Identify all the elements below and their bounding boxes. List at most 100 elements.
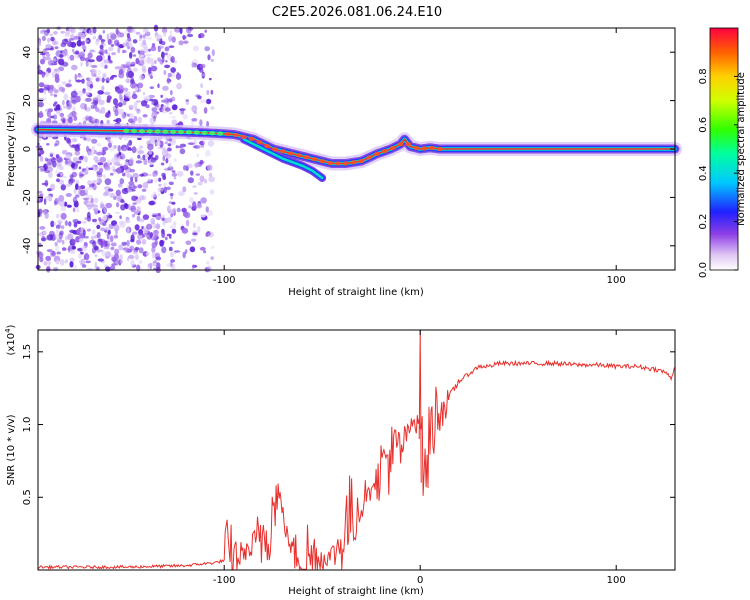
noise-blob xyxy=(114,86,120,91)
noise-blob xyxy=(93,197,99,204)
noise-blob xyxy=(173,176,177,180)
noise-blob xyxy=(188,205,192,209)
noise-blob xyxy=(168,246,173,252)
noise-blob xyxy=(164,46,170,52)
ridge-hotspot xyxy=(374,151,381,156)
noise-blob xyxy=(135,196,139,200)
noise-blob xyxy=(64,236,69,241)
noise-blob xyxy=(75,95,81,103)
noise-blob xyxy=(47,59,55,66)
noise-blob xyxy=(154,252,161,259)
noise-blob xyxy=(86,92,90,95)
noise-blob xyxy=(59,166,64,171)
ridge-hotspot xyxy=(170,129,177,134)
ridge-hotspot xyxy=(350,160,357,165)
noise-blob xyxy=(97,162,104,166)
snr-ylabel: SNR (10 * v/v) xyxy=(6,414,17,485)
noise-blob xyxy=(48,171,53,179)
noise-blob xyxy=(55,224,61,229)
noise-blob xyxy=(51,250,56,256)
noise-blob xyxy=(37,39,42,47)
noise-blob xyxy=(101,250,106,257)
noise-blob xyxy=(84,39,90,43)
noise-blob xyxy=(170,251,174,258)
noise-blob xyxy=(97,69,102,76)
noise-blob xyxy=(77,185,82,191)
noise-blob xyxy=(120,259,123,264)
noise-blob xyxy=(199,68,204,73)
noise-blob xyxy=(187,142,195,145)
noise-blob xyxy=(102,146,109,151)
noise-blob xyxy=(78,156,84,161)
noise-blob xyxy=(124,219,131,224)
noise-blob xyxy=(168,35,173,42)
noise-blob xyxy=(115,117,122,123)
noise-blob xyxy=(113,224,120,232)
noise-blob xyxy=(104,210,107,216)
noise-blob xyxy=(162,155,166,162)
noise-blob xyxy=(93,118,98,124)
noise-blob xyxy=(203,107,208,114)
ridge-hotspot xyxy=(240,134,247,140)
noise-blob xyxy=(56,227,59,234)
noise-blob xyxy=(111,257,117,262)
noise-blob xyxy=(39,166,45,172)
noise-blob xyxy=(102,150,107,155)
noise-blob xyxy=(45,56,51,61)
noise-blob xyxy=(151,246,156,254)
noise-blob xyxy=(81,40,85,47)
noise-blob xyxy=(67,233,74,241)
noise-blob xyxy=(113,234,119,239)
noise-blob xyxy=(130,234,135,242)
noise-blob xyxy=(53,200,57,206)
noise-blob xyxy=(46,234,54,241)
noise-blob xyxy=(40,237,47,242)
noise-blob xyxy=(92,26,97,34)
noise-blob xyxy=(106,95,112,101)
noise-blob xyxy=(76,40,83,47)
colorbar-label: Normalized spectral amplitude xyxy=(736,72,747,226)
noise-blob xyxy=(68,221,72,227)
noise-blob xyxy=(44,212,49,219)
ridge-hotspot xyxy=(413,145,420,151)
noise-blob xyxy=(122,87,129,92)
noise-blob xyxy=(88,151,95,156)
noise-blob xyxy=(146,181,153,184)
noise-blob xyxy=(113,39,120,46)
noise-blob xyxy=(104,226,109,233)
noise-blob xyxy=(44,48,51,51)
noise-blob xyxy=(143,95,151,102)
noise-blob xyxy=(139,194,145,201)
noise-blob xyxy=(169,224,177,229)
noise-blob xyxy=(52,41,59,46)
noise-blob xyxy=(159,140,164,148)
noise-blob xyxy=(169,90,173,96)
noise-blob xyxy=(134,211,139,215)
noise-blob xyxy=(169,235,172,239)
noise-blob xyxy=(122,172,126,177)
noise-blob xyxy=(110,242,117,247)
noise-blob xyxy=(197,181,203,186)
noise-blob xyxy=(78,166,82,170)
noise-blob xyxy=(46,267,50,272)
noise-blob xyxy=(147,230,151,236)
noise-blob xyxy=(59,54,64,58)
noise-blob xyxy=(193,45,200,52)
noise-blob xyxy=(81,168,85,173)
noise-blob xyxy=(126,32,131,39)
noise-blob xyxy=(38,98,44,102)
noise-blob xyxy=(130,176,134,183)
noise-blob xyxy=(55,140,60,146)
noise-blob xyxy=(55,104,61,111)
noise-blob xyxy=(142,34,146,39)
noise-blob xyxy=(138,229,144,236)
noise-blob xyxy=(197,95,202,100)
noise-blob xyxy=(174,250,181,253)
noise-blob xyxy=(185,219,190,227)
noise-blob xyxy=(167,204,172,212)
noise-blob xyxy=(96,151,103,156)
noise-blob xyxy=(104,166,111,171)
noise-blob xyxy=(98,34,103,41)
noise-blob xyxy=(88,29,94,35)
noise-blob xyxy=(84,103,87,111)
